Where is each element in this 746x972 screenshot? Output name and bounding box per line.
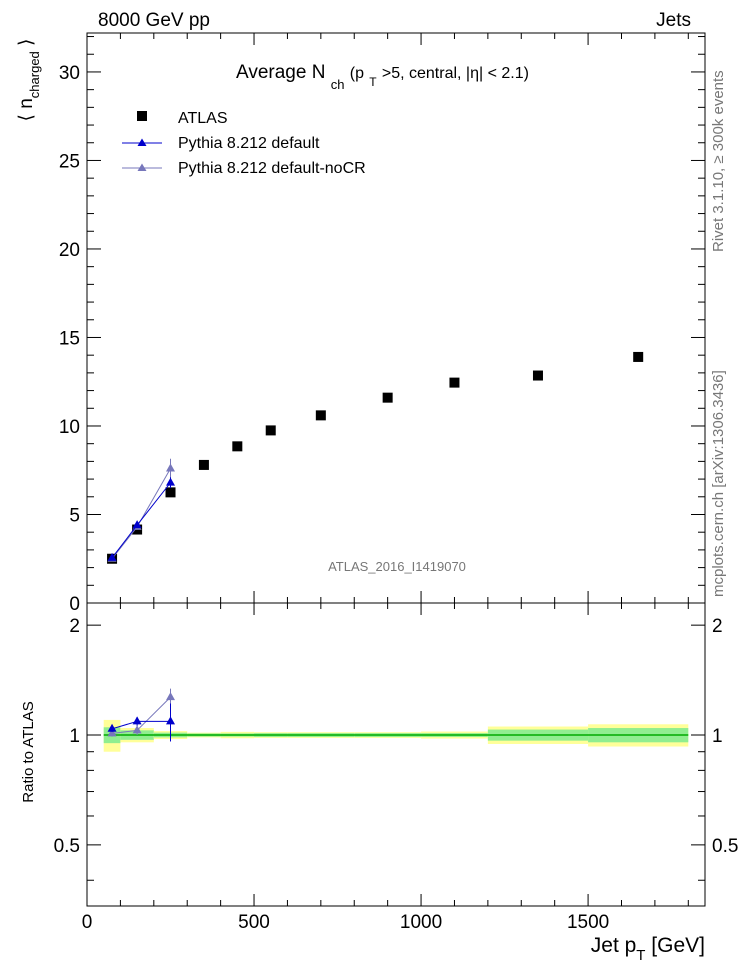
y-label-close-bracket: ⟩ — [16, 39, 37, 52]
chart-title: Average N ch (p T >5, central, |η| < 2.1… — [236, 62, 529, 94]
pythia-nocr-point — [166, 463, 176, 472]
ratio-uncertainty-bands — [103, 719, 689, 752]
y-label-sub: charged — [27, 51, 42, 98]
pythia-nocr-line — [111, 468, 171, 560]
ratio-plot-frame — [86, 602, 706, 907]
x-tick-label: 500 — [238, 912, 270, 933]
ratio-pythia-nocr-point — [107, 728, 117, 737]
header-energy-label: 8000 GeV pp — [98, 10, 210, 31]
atlas-data-point — [633, 351, 644, 362]
x-label-unit: [GeV] — [645, 934, 705, 957]
x-tick-label: 1500 — [567, 912, 609, 933]
main-y-axis-label: ⟨ ncharged ⟩ — [16, 39, 42, 122]
legend-pythia-nocr-marker — [137, 163, 147, 171]
axis-ticks: 0 500 1000 1500 0 5 10 15 20 25 30 0.5 0.5 1 1 2 2 — [54, 33, 738, 933]
y-label-n: n — [16, 98, 37, 109]
ratio-y-tick-label: 1 — [69, 726, 80, 747]
x-label-main: Jet p — [591, 934, 637, 957]
atlas-data-point — [265, 425, 276, 436]
atlas-data-point — [232, 441, 243, 452]
ratio-y-axis-label: Ratio to ATLAS — [20, 701, 37, 802]
ratio-pythia-default-point — [132, 716, 142, 725]
chart-title-sub-ch: ch — [331, 77, 345, 92]
legend-pythia-default-marker — [137, 138, 147, 146]
pythia-default-point — [132, 520, 142, 529]
legend-atlas-marker — [137, 111, 147, 121]
chart-title-cond-rest: >5, central, |η| < 2.1) — [382, 65, 529, 82]
atlas-data-point — [165, 487, 176, 498]
x-axis-label: Jet pT [GeV] — [591, 934, 705, 964]
rivet-version-label: Rivet 3.1.10, ≥ 300k events — [710, 70, 727, 252]
y-tick-label: 0 — [69, 594, 80, 615]
ratio-y-tick-label-right: 0.5 — [712, 836, 738, 857]
atlas-data-point — [532, 370, 543, 381]
chart-title-cond-open: (p — [350, 65, 364, 82]
ratio-y-tick-label-right: 2 — [712, 616, 723, 637]
y-tick-label: 5 — [69, 505, 80, 526]
atlas-data-point — [382, 392, 393, 403]
header-jets-label: Jets — [656, 10, 691, 31]
atlas-data-point — [315, 410, 326, 421]
mcplots-label: mcplots.cern.ch [arXiv:1306.3436] — [710, 370, 727, 597]
x-tick-label: 1000 — [400, 912, 442, 933]
ratio-pythia-nocr-line — [111, 696, 171, 734]
y-tick-label: 30 — [59, 63, 80, 84]
legend-pythia-default-label: Pythia 8.212 default — [178, 135, 320, 152]
data-markers — [107, 351, 644, 742]
ratio-y-tick-label: 2 — [69, 616, 80, 637]
y-label-open-bracket: ⟨ — [16, 109, 37, 122]
x-label-sub: T — [636, 947, 645, 964]
y-tick-label: 25 — [59, 151, 80, 172]
y-tick-label: 20 — [59, 240, 80, 261]
ratio-y-tick-label-right: 1 — [712, 726, 723, 747]
y-tick-label: 10 — [59, 417, 80, 438]
x-tick-label: 0 — [82, 912, 93, 933]
chart-title-sub-t: T — [369, 75, 377, 89]
ratio-pythia-default-point — [166, 716, 176, 725]
pythia-default-point — [166, 477, 176, 486]
atlas-data-point — [198, 459, 209, 470]
pythia-default-point — [107, 552, 117, 561]
y-tick-label: 15 — [59, 328, 80, 349]
ratio-pythia-nocr-point — [132, 725, 142, 734]
analysis-tag: ATLAS_2016_I1419070 — [328, 559, 466, 574]
ratio-pythia-nocr-point — [166, 692, 176, 701]
ratio-pythia-default-line — [111, 720, 171, 730]
ratio-pythia-default-point — [107, 723, 117, 732]
chart-title-main: Average N — [236, 62, 325, 83]
atlas-data-point — [449, 377, 460, 388]
legend-atlas-label: ATLAS — [178, 110, 228, 127]
legend-pythia-nocr-label: Pythia 8.212 default-noCR — [178, 160, 366, 177]
ratio-y-tick-label: 0.5 — [54, 836, 80, 857]
pythia-default-line — [111, 482, 171, 559]
